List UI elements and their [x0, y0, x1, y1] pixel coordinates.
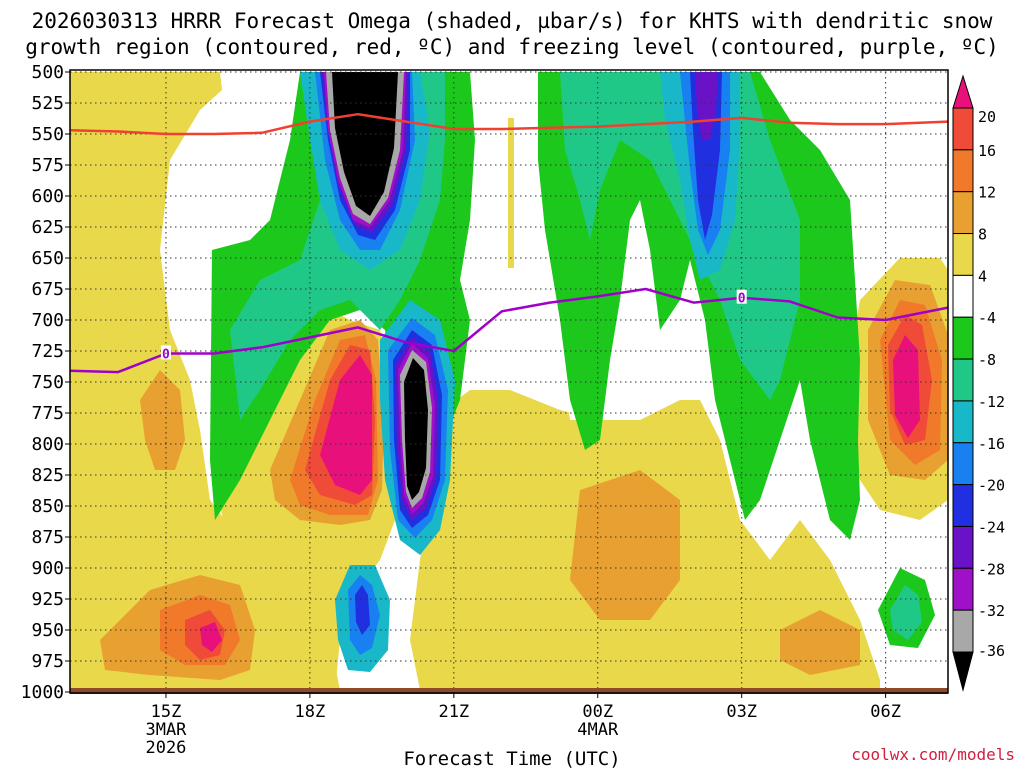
colorbar-label: -20 — [978, 477, 1005, 495]
y-tick-label: 775 — [31, 403, 64, 424]
y-tick-label: 925 — [31, 589, 64, 610]
colorbar-label: 4 — [978, 267, 987, 285]
colorbar-swatch — [952, 274, 974, 318]
colorbar-swatch — [952, 316, 974, 360]
colorbar-label: -4 — [978, 309, 996, 327]
x-tick-label: 00Z — [582, 702, 613, 722]
freezing-level-line-label: 0 — [162, 347, 170, 362]
y-tick-label: 675 — [31, 279, 64, 300]
y-tick-label: 525 — [31, 93, 64, 114]
colorbar-swatch — [952, 400, 974, 444]
y-tick-label: 650 — [31, 248, 64, 269]
chart-title-line2: growth region (contoured, red, ºC) and f… — [25, 35, 999, 59]
y-tick-label: 850 — [31, 496, 64, 517]
colorbar-swatch — [952, 191, 974, 235]
colorbar-label: 12 — [978, 184, 996, 202]
grid-lines — [70, 71, 948, 693]
ground-strip — [70, 688, 948, 694]
x-tick-label: 21Z — [438, 702, 469, 722]
colorbar-swatch — [952, 442, 974, 486]
colorbar-label: -36 — [978, 642, 1005, 660]
freezing-level-line-label-bg — [736, 289, 747, 304]
colorbar-label: 8 — [978, 226, 987, 244]
contour-lines: 00 — [69, 112, 949, 374]
colorbar-swatch — [952, 484, 974, 527]
y-tick-label: 700 — [31, 310, 64, 331]
colorbar-top-arrow — [952, 74, 974, 109]
colorbar-label: -12 — [978, 393, 1005, 411]
freezing-level-line — [69, 287, 949, 374]
colorbar-swatch — [952, 107, 974, 151]
y-tick-label: 875 — [31, 527, 64, 548]
y-tick-label: 625 — [31, 217, 64, 238]
x-tick-label: 03Z — [726, 702, 757, 722]
freezing-level-line-label: 0 — [738, 292, 746, 307]
y-tick-label: 500 — [31, 62, 64, 83]
x-tick-label: 4MAR — [577, 720, 619, 740]
y-tick-label: 600 — [31, 186, 64, 207]
dgz-contour-line — [69, 112, 949, 136]
colorbar: 20 16 12 8 4 -4 -8 -12 -16 -20 -24 -28 -32 -36 — [952, 74, 1005, 692]
colorbar-label: -16 — [978, 435, 1005, 453]
omega-orange-west — [140, 370, 185, 470]
colorbar-swatch — [952, 358, 974, 402]
y-axis: 500 525 550 575 600 625 650 675 700 725 750 775 800 8… — [21, 62, 70, 703]
y-tick-label: 800 — [31, 434, 64, 455]
y-tick-label: 950 — [31, 620, 64, 641]
colorbar-swatch — [952, 233, 974, 276]
colorbar-label: -24 — [978, 518, 1005, 536]
colorbar-label: -32 — [978, 602, 1005, 620]
y-tick-label: 825 — [31, 465, 64, 486]
colorbar-label: -8 — [978, 351, 996, 369]
y-tick-label: 550 — [31, 124, 64, 145]
y-tick-label: 975 — [31, 651, 64, 672]
y-tick-label: 575 — [31, 155, 64, 176]
colorbar-swatch — [952, 525, 974, 569]
colorbar-label: 20 — [978, 108, 996, 126]
y-tick-label: 725 — [31, 341, 64, 362]
watermark: coolwx.com/models — [851, 745, 1015, 764]
colorbar-label: 16 — [978, 142, 996, 160]
colorbar-label: -28 — [978, 560, 1005, 578]
x-tick-label: 2026 — [145, 738, 186, 758]
x-tick-label: 18Z — [295, 702, 326, 722]
colorbar-bottom-arrow — [952, 651, 974, 692]
y-tick-label: 750 — [31, 372, 64, 393]
freezing-level-line-label-bg — [160, 345, 171, 360]
colorbar-swatch — [952, 609, 974, 653]
x-axis-title: Forecast Time (UTC) — [403, 748, 620, 768]
y-tick-label: 900 — [31, 558, 64, 579]
chart-title-line1: 2026030313 HRRR Forecast Omega (shaded, … — [32, 9, 993, 33]
x-tick-label: 06Z — [870, 702, 901, 722]
x-tick-label: 15Z — [151, 702, 182, 722]
colorbar-swatch — [952, 567, 974, 611]
y-tick-label: 1000 — [21, 682, 64, 703]
x-tick-label: 3MAR — [145, 720, 187, 740]
colorbar-swatch — [952, 149, 974, 193]
